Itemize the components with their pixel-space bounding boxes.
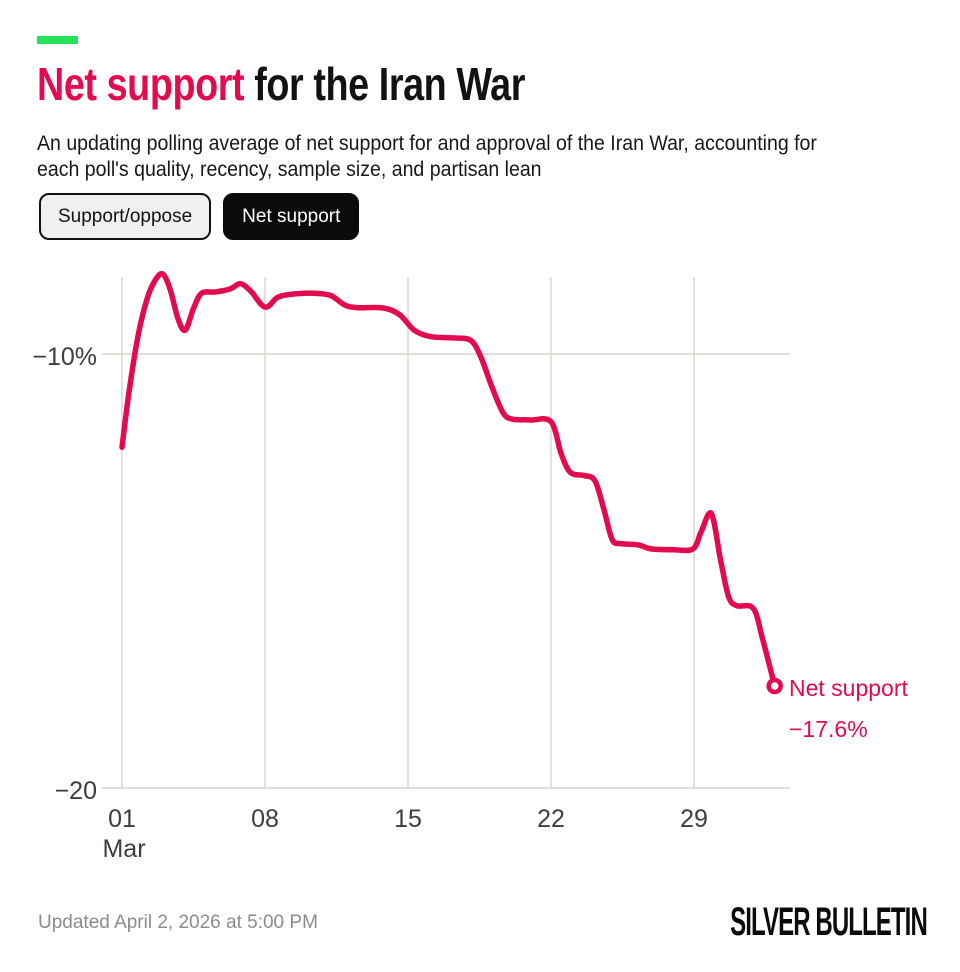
x-tick-label: 15 [394, 805, 422, 833]
y-tick-label: −20 [55, 777, 97, 805]
page-title: Net support for the Iran War [37, 57, 525, 111]
x-tick-label: 22 [537, 805, 565, 833]
y-tick-label: −10% [32, 343, 97, 371]
updated-timestamp: Updated April 2, 2026 at 5:00 PM [38, 912, 318, 933]
subtitle-line-1: An updating polling average of net suppo… [37, 132, 817, 155]
title-highlight: Net support [37, 58, 245, 110]
accent-bar [37, 36, 78, 44]
subtitle-line-2: each poll's quality, recency, sample siz… [37, 158, 542, 181]
silver-bulletin-logo: SILVER BULLETIN [730, 900, 928, 944]
end-label-value: −17.6% [789, 716, 868, 742]
tab-net-support[interactable]: Net support [223, 193, 360, 240]
x-tick-label: 29 [680, 805, 708, 833]
end-label-series-name: Net support [789, 675, 909, 701]
latest-point-marker [766, 677, 783, 695]
x-tick-label: 01 [108, 805, 136, 833]
month-label: Mar [102, 835, 145, 863]
net-support-line [119, 270, 778, 689]
title-rest: for the Iran War [244, 58, 525, 110]
x-tick-label: 08 [251, 805, 279, 833]
chart-view-toggle: Support/oppose Net support [39, 193, 360, 240]
tab-support-oppose[interactable]: Support/oppose [39, 193, 212, 240]
chart-subtitle: An updating polling average of net suppo… [37, 131, 817, 183]
